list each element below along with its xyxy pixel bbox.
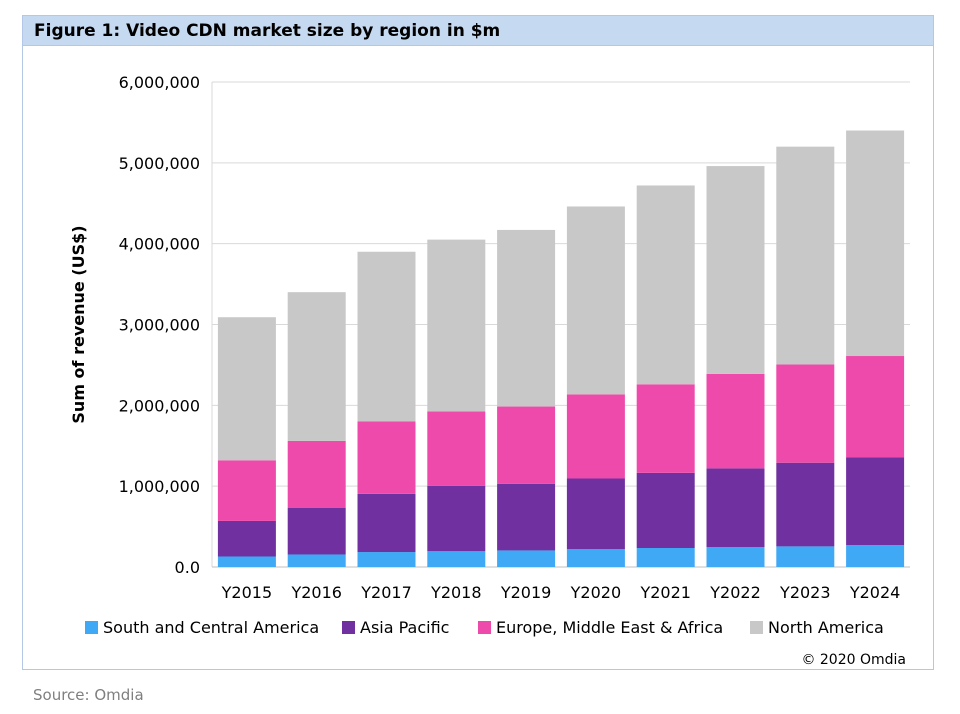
bar-segment bbox=[427, 239, 486, 412]
y-tick-label: 2,000,000 bbox=[119, 396, 200, 415]
x-tick-label: Y2024 bbox=[849, 583, 901, 602]
x-tick-label: Y2016 bbox=[290, 583, 342, 602]
bar-segment bbox=[776, 364, 835, 463]
legend-swatch bbox=[85, 621, 98, 634]
bar-segment bbox=[427, 551, 486, 567]
x-tick-label: Y2021 bbox=[639, 583, 691, 602]
x-tick-label: Y2019 bbox=[500, 583, 552, 602]
bar-segment bbox=[706, 166, 765, 374]
bar-segment bbox=[706, 373, 765, 469]
bar-segment bbox=[846, 130, 905, 357]
bar-segment bbox=[287, 554, 346, 567]
bar-segment bbox=[846, 545, 905, 567]
y-tick-label: 0.0 bbox=[175, 558, 200, 577]
bar-segment bbox=[427, 485, 486, 552]
x-tick-label: Y2015 bbox=[221, 583, 273, 602]
bar-segment bbox=[846, 457, 905, 546]
bar-segment bbox=[497, 229, 556, 407]
bar-segment bbox=[636, 472, 695, 549]
y-tick-label: 5,000,000 bbox=[119, 154, 200, 173]
bar-segment bbox=[566, 478, 625, 550]
x-tick-label: Y2018 bbox=[430, 583, 482, 602]
x-tick-label: Y2017 bbox=[360, 583, 412, 602]
legend-label: Europe, Middle East & Africa bbox=[496, 618, 723, 637]
x-tick-label: Y2022 bbox=[709, 583, 761, 602]
x-tick-label: Y2020 bbox=[570, 583, 622, 602]
legend-swatch bbox=[342, 621, 355, 634]
legend-label: Asia Pacific bbox=[360, 618, 449, 637]
bar-segment bbox=[357, 421, 416, 494]
bar-segment bbox=[566, 549, 625, 567]
bar-segment bbox=[427, 411, 486, 486]
bar-segment bbox=[636, 185, 695, 385]
bar-segment bbox=[636, 384, 695, 473]
bar-segment bbox=[217, 520, 276, 557]
bar-segment bbox=[357, 251, 416, 422]
legend-label: South and Central America bbox=[103, 618, 319, 637]
figure-header: Figure 1: Video CDN market size by regio… bbox=[23, 16, 933, 46]
legend-label: North America bbox=[768, 618, 884, 637]
bar-segment bbox=[357, 552, 416, 567]
bar-segment bbox=[776, 546, 835, 567]
figure-title: Figure 1: Video CDN market size by regio… bbox=[34, 21, 501, 41]
bar-segment bbox=[566, 394, 625, 479]
bar-segment bbox=[846, 356, 905, 458]
bar-segment bbox=[287, 507, 346, 555]
bar-segment bbox=[566, 206, 625, 395]
bar-segment bbox=[217, 556, 276, 567]
bar-segment bbox=[636, 548, 695, 567]
x-tick-label: Y2023 bbox=[779, 583, 831, 602]
y-tick-label: 1,000,000 bbox=[119, 477, 200, 496]
copyright-text: © 2020 Omdia bbox=[801, 652, 906, 668]
bar-segment bbox=[357, 493, 416, 553]
bar-segment bbox=[287, 440, 346, 508]
source-note: Source: Omdia bbox=[33, 686, 144, 704]
bar-segment bbox=[706, 547, 765, 567]
bar-segment bbox=[776, 462, 835, 547]
bar-segment bbox=[497, 550, 556, 567]
bar-segment bbox=[497, 406, 556, 484]
y-tick-label: 6,000,000 bbox=[119, 73, 200, 92]
bar-segment bbox=[287, 292, 346, 441]
y-tick-label: 4,000,000 bbox=[119, 235, 200, 254]
bar-segment bbox=[776, 146, 835, 365]
bar-segment bbox=[497, 483, 556, 551]
legend-swatch bbox=[478, 621, 491, 634]
bar-segment bbox=[217, 460, 276, 521]
legend-swatch bbox=[750, 621, 763, 634]
bar-segment bbox=[217, 317, 276, 461]
bar-segment bbox=[706, 468, 765, 548]
y-tick-label: 3,000,000 bbox=[119, 316, 200, 335]
y-axis-label: Sum of revenue (US$) bbox=[69, 225, 88, 423]
